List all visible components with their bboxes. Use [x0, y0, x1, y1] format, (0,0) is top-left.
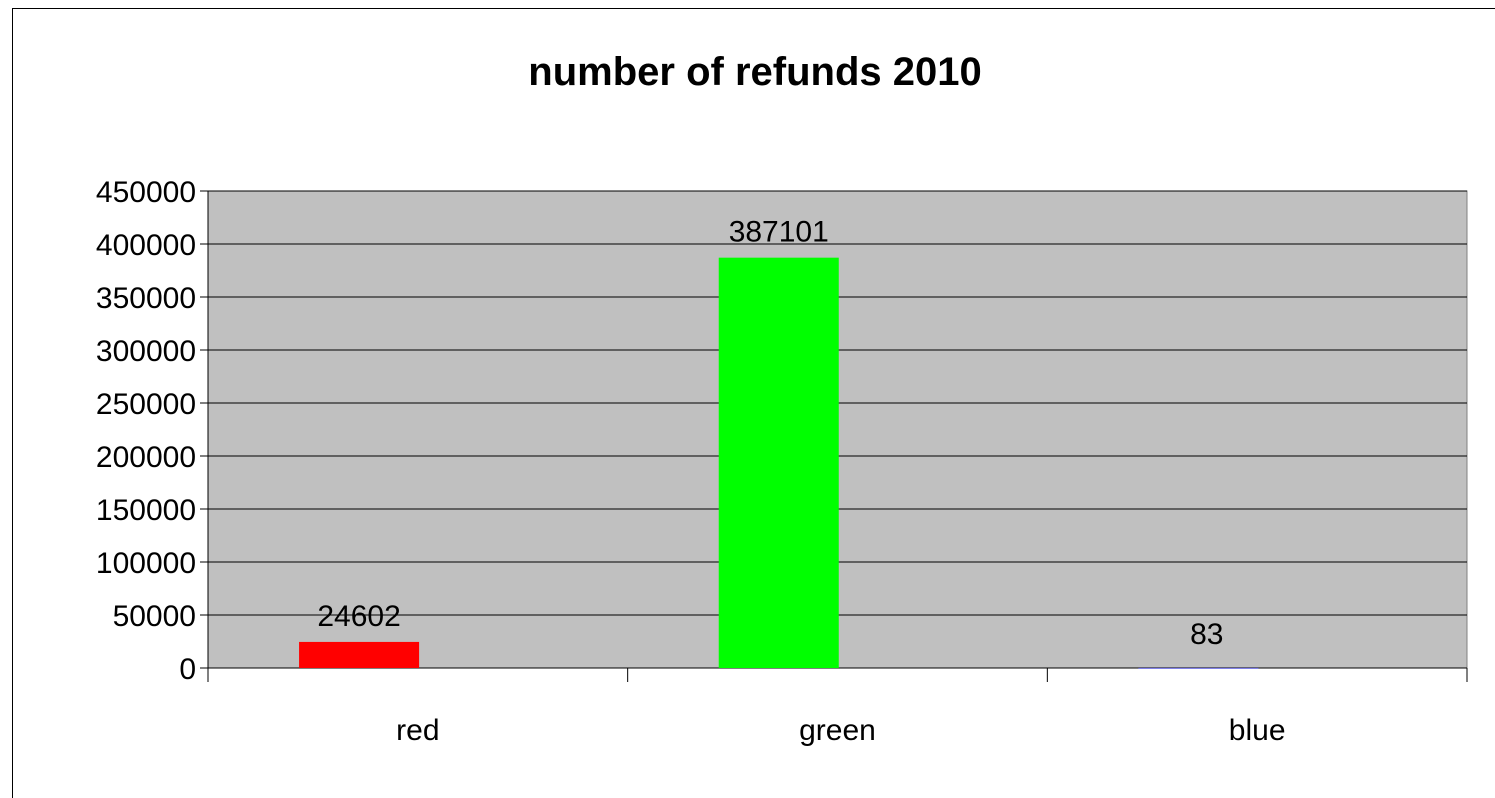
y-tick-label: 200000 — [96, 441, 196, 474]
y-tick-label: 450000 — [96, 176, 196, 209]
data-label-blue: 83 — [1190, 618, 1223, 651]
bar-blue — [1138, 667, 1259, 669]
x-category-label-red: red — [396, 714, 439, 747]
plot-area: 0 50000 100000 150000 200000 250000 300000 3500… — [96, 176, 1468, 747]
data-label-red: 24602 — [317, 600, 400, 633]
bar-red — [299, 641, 420, 668]
y-tick-label: 50000 — [113, 600, 196, 633]
data-label-green: 387101 — [729, 216, 829, 249]
x-category-label-green: green — [799, 714, 876, 747]
x-category-label-blue: blue — [1229, 714, 1286, 747]
y-tick-label: 400000 — [96, 229, 196, 262]
y-tick-label: 300000 — [96, 335, 196, 368]
chart-title: number of refunds 2010 — [528, 50, 981, 94]
y-tick-label: 250000 — [96, 388, 196, 421]
y-tick-label: 150000 — [96, 494, 196, 527]
y-tick-label: 350000 — [96, 282, 196, 315]
y-tick-label: 100000 — [96, 547, 196, 580]
y-tick-label: 0 — [179, 653, 196, 686]
bar-green — [718, 257, 839, 668]
